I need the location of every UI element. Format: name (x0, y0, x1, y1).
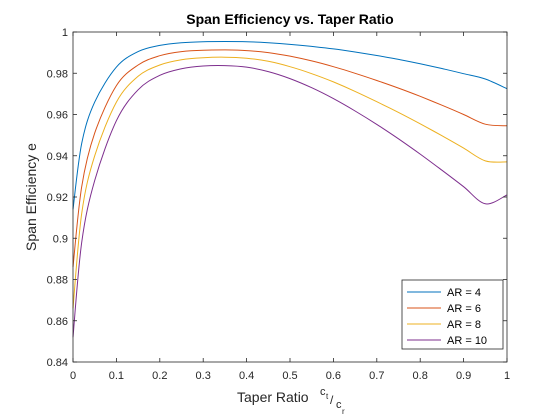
y-tick-label: 0.84 (47, 357, 68, 369)
y-tick-label: 1 (62, 27, 68, 39)
x-axis-ticks: 0 0.1 0.2 0.3 0.4 0.5 0.6 0.7 0.8 0.9 1 (70, 32, 510, 382)
x-axis-label: Taper Ratio c t / c r (237, 386, 345, 416)
y-tick-label: 0.88 (47, 275, 68, 287)
x-tick-label: 0.8 (413, 370, 428, 382)
legend-label-3: AR = 8 (447, 319, 481, 331)
x-axis-label-slash: / (330, 393, 334, 407)
x-tick-label: 1 (504, 370, 510, 382)
x-tick-label: 0.1 (109, 370, 124, 382)
y-tick-label: 0.94 (47, 151, 68, 163)
chart-title: Span Efficiency vs. Taper Ratio (186, 11, 393, 27)
series-line-3 (72, 56, 508, 309)
series-line-4 (72, 65, 508, 338)
legend-label-4: AR = 10 (447, 335, 487, 347)
x-tick-label: 0.5 (282, 370, 297, 382)
x-axis-label-text: Taper Ratio (237, 389, 309, 405)
x-axis-label-numerator-sub: t (326, 392, 329, 401)
legend-label-2: AR = 6 (447, 303, 481, 315)
x-axis-label-denominator: c (336, 399, 342, 411)
y-tick-label: 0.9 (53, 233, 68, 245)
x-tick-label: 0.4 (239, 370, 254, 382)
x-tick-label: 0.7 (369, 370, 384, 382)
y-tick-label: 0.98 (47, 68, 68, 80)
x-tick-label: 0.6 (326, 370, 341, 382)
legend[interactable]: AR = 4 AR = 6 AR = 8 AR = 10 (401, 279, 504, 350)
x-tick-label: 0.3 (196, 370, 211, 382)
y-tick-label: 0.86 (47, 316, 68, 328)
x-tick-label: 0.9 (456, 370, 471, 382)
y-axis-label: Span Efficiency e (23, 143, 39, 251)
series-line-2 (72, 49, 508, 268)
y-axis-ticks: 0.84 0.86 0.88 0.9 0.92 0.94 0.96 0.98 1 (47, 27, 507, 369)
x-tick-label: 0 (70, 370, 76, 382)
series-layer (72, 41, 508, 338)
legend-label-1: AR = 4 (447, 287, 481, 299)
y-tick-label: 0.96 (47, 110, 68, 122)
x-axis-label-numerator: c (320, 386, 326, 398)
legend-items: AR = 4 AR = 6 AR = 8 AR = 10 (407, 287, 487, 347)
x-tick-label: 0.2 (152, 370, 167, 382)
x-axis-label-denominator-sub: r (342, 407, 345, 416)
series-line-1 (72, 41, 508, 210)
y-tick-label: 0.92 (47, 192, 68, 204)
